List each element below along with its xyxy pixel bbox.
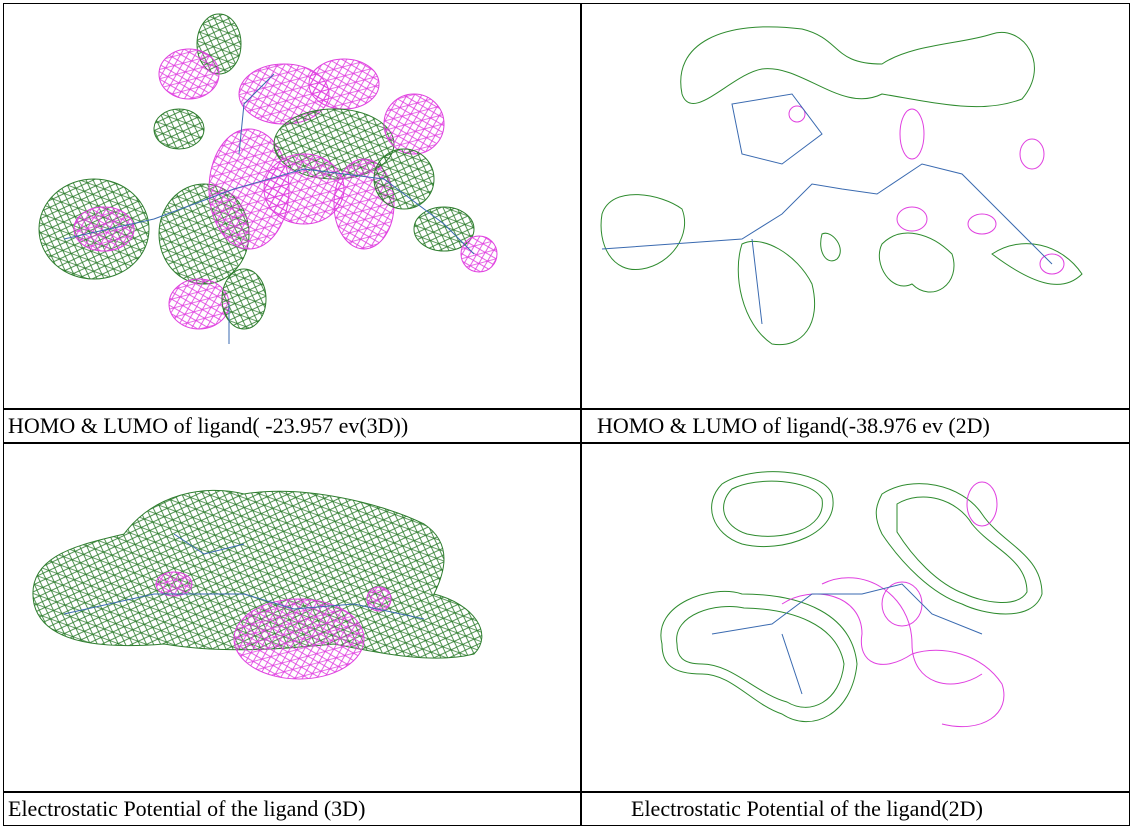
- esp-2d-image: [582, 444, 1129, 791]
- caption: Electrostatic Potential of the ligand (3…: [8, 792, 365, 826]
- page: HOMO & LUMO of ligand( -23.957 ev(3D)) H…: [0, 0, 1132, 828]
- homo-lumo-3d-image: [4, 4, 580, 408]
- caption: HOMO & LUMO of ligand( -23.957 ev(3D)): [8, 409, 408, 443]
- esp-3d-image: [4, 444, 580, 791]
- homo-lumo-2d-image: [582, 4, 1129, 408]
- caption: Electrostatic Potential of the ligand(2D…: [631, 792, 983, 826]
- figure-table: HOMO & LUMO of ligand( -23.957 ev(3D)) H…: [3, 3, 1130, 826]
- caption: HOMO & LUMO of ligand(-38.976 ev (2D): [597, 409, 990, 443]
